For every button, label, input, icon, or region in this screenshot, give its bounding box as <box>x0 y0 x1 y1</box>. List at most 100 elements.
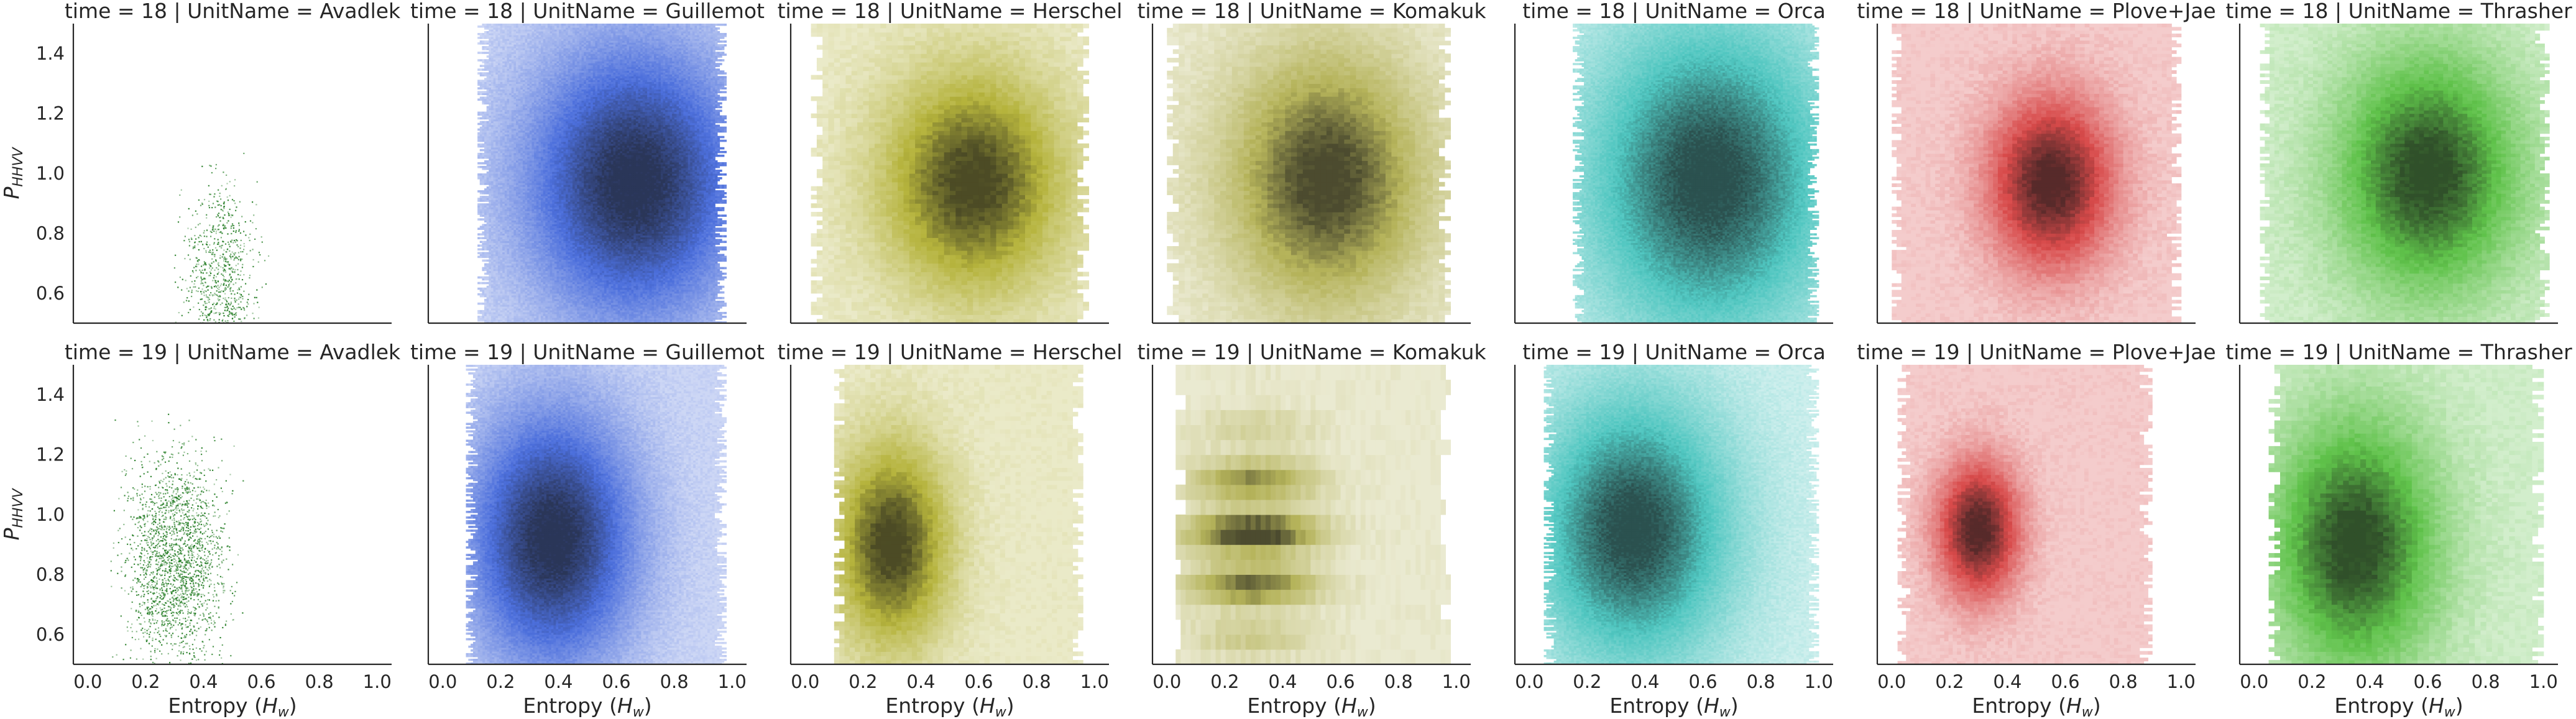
scatter-point <box>200 315 201 316</box>
heatmap-cell <box>720 254 722 257</box>
scatter-point <box>191 281 193 282</box>
scatter-point <box>210 194 211 195</box>
heatmap-cell <box>722 301 724 303</box>
scatter-point <box>231 293 232 295</box>
scatter-point <box>234 269 236 270</box>
scatter-point <box>188 239 190 240</box>
scatter-point <box>216 303 218 304</box>
heatmap-cell <box>487 260 489 262</box>
scatter-point <box>203 285 204 286</box>
scatter-point <box>229 283 230 285</box>
scatter-point <box>231 214 232 216</box>
scatter-point <box>248 237 249 238</box>
scatter-point <box>223 271 224 272</box>
heatmap-cell <box>720 301 722 303</box>
scatter-point <box>196 277 197 278</box>
scatter-point <box>227 320 228 321</box>
scatter-point <box>225 189 226 190</box>
scatter-point <box>239 225 240 226</box>
scatter-point <box>219 204 220 205</box>
scatter-point <box>223 291 224 292</box>
scatter-point <box>238 318 239 319</box>
scatter-point <box>226 288 227 290</box>
scatter-point <box>222 319 223 320</box>
scatter-point <box>215 313 216 314</box>
scatter-point <box>201 298 203 300</box>
heatmap-cell <box>487 252 489 255</box>
scatter-point <box>190 287 191 288</box>
heatmap-cell <box>722 286 724 288</box>
scatter-point <box>239 307 241 308</box>
scatter-point <box>225 244 226 245</box>
scatter-point <box>206 244 207 245</box>
scatter-point <box>201 272 202 273</box>
scatter-point <box>206 252 207 253</box>
scatter-point <box>202 270 203 271</box>
scatter-point <box>232 268 234 270</box>
scatter-point <box>237 289 239 290</box>
scatter-point <box>225 258 226 259</box>
scatter-point <box>216 267 217 268</box>
scatter-point <box>214 293 215 294</box>
scatter-point <box>201 293 202 295</box>
scatter-point <box>223 206 224 208</box>
scatter-point <box>202 288 203 290</box>
scatter-point <box>216 290 218 291</box>
scatter-point <box>265 283 267 285</box>
scatter-point <box>204 230 205 231</box>
scatter-point <box>211 308 212 309</box>
scatter-point <box>193 286 194 288</box>
scatter-point <box>208 263 209 265</box>
scatter-point <box>218 285 219 286</box>
heatmap-cell <box>480 293 482 296</box>
scatter-point <box>249 234 251 235</box>
scatter-point <box>210 231 211 232</box>
heatmap-cell <box>482 260 484 262</box>
scatter-point <box>188 300 190 301</box>
scatter-point <box>193 272 194 273</box>
scatter-point <box>232 290 234 291</box>
heatmap-cell <box>477 288 480 290</box>
scatter-point <box>191 296 192 297</box>
scatter-point <box>232 318 233 319</box>
scatter-point <box>231 217 232 218</box>
scatter-point <box>210 236 211 237</box>
heatmap-cell <box>484 273 487 275</box>
scatter-point <box>214 207 216 208</box>
scatter-point <box>210 165 211 167</box>
scatter-point <box>209 224 210 226</box>
scatter-point <box>228 244 229 245</box>
scatter-point <box>246 254 247 255</box>
scatter-point <box>217 288 218 289</box>
scatter-point <box>213 226 214 227</box>
scatter-point <box>218 300 219 301</box>
scatter-point <box>229 280 230 281</box>
scatter-point <box>205 278 206 279</box>
scatter-point <box>215 308 216 309</box>
scatter-point <box>226 285 227 286</box>
scatter-point <box>204 314 205 316</box>
scatter-point <box>234 316 236 318</box>
scatter-point <box>221 247 222 249</box>
heatmap-cell <box>480 316 482 318</box>
scatter-point <box>186 297 188 298</box>
heatmap-cell <box>722 312 724 314</box>
scatter-point <box>226 310 228 311</box>
scatter-point <box>250 221 251 222</box>
scatter-point <box>249 277 250 278</box>
scatter-point <box>231 279 232 280</box>
scatter-point <box>231 298 232 299</box>
scatter-point <box>214 275 215 276</box>
scatter-point <box>216 232 217 234</box>
scatter-point <box>203 291 204 292</box>
scatter-point <box>234 185 235 186</box>
scatter-point <box>215 168 216 169</box>
scatter-point <box>224 288 226 290</box>
scatter-point <box>236 230 237 231</box>
scatter-point <box>212 252 213 253</box>
scatter-point <box>208 275 209 276</box>
scatter-point <box>216 260 217 262</box>
scatter-point <box>230 287 231 288</box>
scatter-point <box>182 315 183 316</box>
